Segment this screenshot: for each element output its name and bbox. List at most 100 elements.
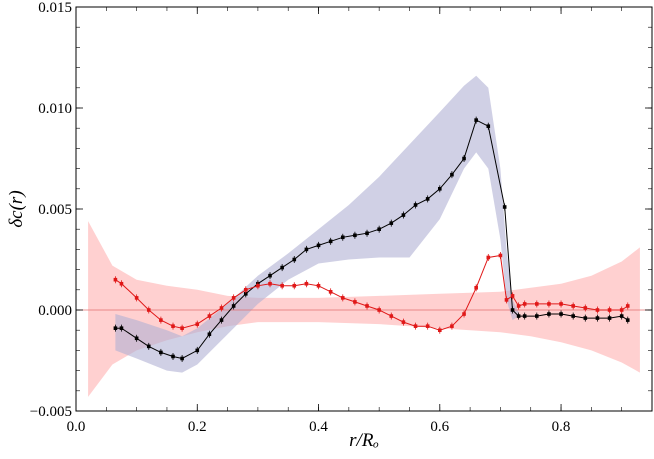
data-point bbox=[195, 348, 200, 353]
data-point bbox=[280, 283, 284, 288]
data-point bbox=[450, 172, 454, 177]
data-point bbox=[595, 316, 600, 320]
data-point bbox=[377, 308, 381, 312]
data-point bbox=[113, 277, 118, 282]
y-tick-label: 0.015 bbox=[38, 0, 72, 16]
data-point bbox=[146, 308, 151, 312]
data-point bbox=[583, 316, 588, 320]
data-point bbox=[159, 318, 163, 322]
data-point bbox=[607, 316, 612, 320]
data-point bbox=[256, 283, 260, 288]
x-tick-label: 0.4 bbox=[309, 419, 328, 435]
data-point bbox=[425, 324, 430, 328]
data-point bbox=[535, 314, 539, 318]
data-point bbox=[462, 312, 466, 316]
data-point bbox=[516, 304, 521, 308]
data-point bbox=[389, 221, 394, 225]
series-markers bbox=[113, 116, 630, 362]
axis-ticks bbox=[75, 6, 653, 412]
data-point bbox=[474, 118, 478, 122]
data-point bbox=[180, 356, 184, 361]
data-point bbox=[625, 304, 630, 308]
data-point bbox=[219, 318, 224, 322]
data-point bbox=[243, 292, 248, 296]
data-point bbox=[146, 344, 151, 349]
data-point bbox=[595, 308, 600, 312]
data-point bbox=[619, 308, 624, 312]
data-point bbox=[292, 283, 297, 288]
data-point bbox=[304, 247, 309, 252]
data-point bbox=[389, 314, 394, 318]
data-point bbox=[268, 281, 272, 286]
data-point bbox=[268, 273, 272, 278]
x-tick-label: 0.0 bbox=[67, 419, 86, 435]
data-point bbox=[134, 296, 139, 300]
data-point bbox=[486, 255, 491, 260]
y-tick-label: 0.000 bbox=[38, 303, 72, 319]
data-point bbox=[425, 197, 430, 201]
x-axis-label: r/Rₒ bbox=[349, 430, 379, 451]
data-point bbox=[559, 302, 563, 306]
data-point bbox=[243, 288, 248, 292]
data-point bbox=[571, 314, 575, 318]
data-point bbox=[340, 296, 345, 300]
data-point bbox=[207, 314, 212, 318]
data-point bbox=[413, 324, 418, 328]
y-tick-label: 0.010 bbox=[38, 101, 72, 117]
data-point bbox=[353, 300, 357, 304]
x-tick-label: 0.8 bbox=[552, 419, 571, 435]
y-tick-label: 0.005 bbox=[38, 202, 72, 218]
data-point bbox=[535, 302, 539, 306]
data-point bbox=[401, 320, 406, 324]
data-point bbox=[571, 304, 575, 308]
data-point bbox=[559, 312, 563, 316]
data-point bbox=[547, 312, 551, 316]
data-point bbox=[583, 306, 588, 310]
data-point bbox=[113, 326, 118, 330]
uncertainty-bands bbox=[88, 75, 640, 397]
data-point bbox=[353, 233, 357, 238]
data-point bbox=[231, 296, 236, 300]
data-point bbox=[522, 302, 527, 306]
data-point bbox=[195, 322, 200, 326]
data-point bbox=[516, 314, 521, 318]
data-point bbox=[292, 257, 297, 262]
data-point bbox=[619, 314, 624, 318]
data-point bbox=[316, 283, 321, 288]
tick-labels: 0.0 0.2 0.4 0.6 0.8 −0.005 0.000 0.005 0.010 0.01… bbox=[30, 0, 571, 435]
y-tick-label: −0.005 bbox=[30, 404, 72, 420]
data-point bbox=[607, 308, 612, 312]
data-point bbox=[450, 324, 454, 328]
data-point bbox=[498, 253, 503, 258]
data-point bbox=[377, 227, 381, 231]
x-tick-label: 0.6 bbox=[430, 419, 449, 435]
data-point bbox=[231, 304, 236, 308]
band-0 bbox=[88, 221, 640, 397]
data-point bbox=[171, 324, 175, 328]
data-point bbox=[365, 231, 369, 236]
data-point bbox=[119, 281, 124, 286]
data-point bbox=[219, 306, 224, 310]
series-line-1 bbox=[115, 254, 628, 331]
data-point bbox=[304, 281, 309, 286]
data-point bbox=[510, 294, 515, 298]
data-point bbox=[340, 235, 345, 240]
data-point bbox=[180, 326, 184, 330]
data-point bbox=[119, 326, 124, 330]
data-point bbox=[280, 265, 284, 270]
data-point bbox=[437, 328, 442, 332]
data-point bbox=[522, 314, 527, 318]
data-point bbox=[486, 124, 491, 128]
data-point bbox=[547, 302, 551, 306]
data-point bbox=[328, 239, 333, 244]
band-1 bbox=[115, 75, 519, 373]
x-tick-label: 0.2 bbox=[188, 419, 207, 435]
data-point bbox=[625, 318, 630, 322]
data-point bbox=[474, 285, 478, 290]
data-point bbox=[502, 205, 507, 209]
data-point bbox=[462, 156, 466, 161]
data-point bbox=[207, 332, 212, 337]
data-point bbox=[510, 308, 515, 312]
data-point bbox=[134, 336, 139, 341]
